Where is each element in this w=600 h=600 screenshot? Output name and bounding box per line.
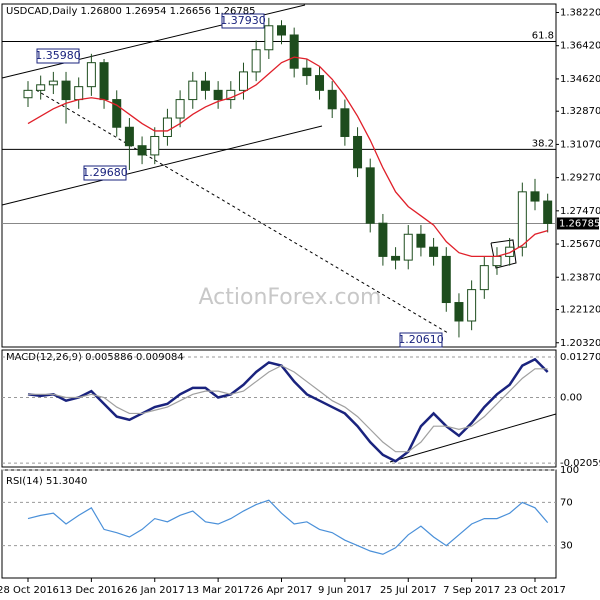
candle-body [74, 86, 84, 101]
candle-body [150, 135, 160, 156]
candle-body [112, 99, 122, 128]
trend-line [35, 89, 449, 334]
x-tick-label: 9 Jun 2017 [318, 585, 372, 596]
candle-body [543, 200, 553, 224]
annotation-label: 1.35980 [35, 49, 81, 62]
candle-body [530, 191, 540, 202]
candle-body [505, 246, 515, 257]
candle-body [517, 191, 527, 248]
rsi-title: RSI(14) 51.3040 [6, 476, 87, 487]
y-tick-label: 0.00 [560, 393, 582, 404]
y-tick-label: 1.34620 [560, 74, 600, 85]
last-price-label: 1.26785 [559, 218, 600, 229]
candle-body [277, 25, 286, 36]
candle-body [188, 80, 198, 101]
y-tick-label: 1.20320 [560, 338, 600, 349]
candle-body [340, 108, 350, 137]
candle-body [378, 222, 388, 257]
price-panel [1, 3, 557, 348]
candle-body [86, 62, 96, 88]
candle-body [454, 302, 464, 322]
annotation: 1.37930 [220, 13, 266, 29]
x-tick-label: 26 Apr 2017 [251, 585, 313, 596]
candle-body [467, 289, 477, 322]
y-tick-label: 1.29270 [560, 173, 600, 184]
candle-body [403, 233, 413, 261]
macd-panel [1, 349, 557, 468]
candle-body [200, 80, 210, 91]
level-label: 61.8 [532, 30, 554, 41]
x-tick-label: 25 Jul 2017 [380, 585, 437, 596]
indicator-line [27, 357, 549, 463]
annotation: 1.29680 [82, 165, 128, 181]
candle-body [175, 99, 185, 119]
moving-average [27, 56, 548, 258]
candle-body [327, 89, 337, 110]
y-tick-label: 1.22120 [560, 305, 600, 316]
candle-body [226, 89, 236, 101]
macd-trend-line [389, 413, 557, 463]
candle-body [238, 71, 248, 91]
y-tick-label: 1.23870 [560, 272, 600, 283]
candle-body [492, 255, 502, 267]
watermark: ActionForex.com [199, 285, 382, 310]
candle-body [99, 62, 109, 101]
candle-body [23, 89, 33, 99]
x-tick-label: 13 Mar 2017 [186, 585, 249, 596]
y-tick-label: 1.38220 [560, 7, 600, 18]
last-price-box [557, 217, 599, 230]
candle-body [416, 233, 426, 248]
candle-body [48, 80, 58, 86]
candle-body [365, 167, 375, 224]
candle-body [124, 126, 134, 147]
x-tick-label: 28 Oct 2016 [0, 585, 59, 596]
y-tick-label: -0.020599 [560, 458, 600, 469]
annotation-label: 1.20610 [398, 333, 444, 346]
annotation-label: 1.37930 [220, 14, 266, 27]
x-tick-label: 26 Jan 2017 [125, 585, 185, 596]
candle-body [302, 67, 312, 77]
y-tick-label: 30 [560, 541, 573, 552]
y-tick-label: 1.36420 [560, 41, 600, 52]
y-tick-label: 0.012707 [560, 352, 600, 363]
candle-body [353, 135, 363, 169]
level-label: 38.2 [532, 138, 554, 149]
x-tick-label: 13 Dec 2016 [59, 585, 123, 596]
candle-body [61, 80, 71, 101]
chart-title: USDCAD,Daily 1.26800 1.26954 1.26656 1.2… [6, 6, 256, 17]
y-tick-label: 1.31070 [560, 139, 600, 150]
candle-body [429, 246, 439, 257]
candle-body [289, 34, 299, 69]
annotation: 1.35980 [35, 48, 81, 64]
candle-body [441, 255, 451, 304]
candle-body [315, 75, 325, 91]
indicator-line [27, 499, 549, 555]
x-tick-label: 7 Sep 2017 [443, 585, 500, 596]
candle-body [251, 49, 261, 73]
candle-body [264, 25, 274, 51]
annotation: 1.20610 [398, 332, 444, 348]
candle-body [36, 84, 46, 91]
annotation-label: 1.29680 [82, 166, 128, 179]
candle-body [479, 265, 489, 291]
macd-title: MACD(12,26,9) 0.005886 0.009084 [6, 352, 184, 363]
indicator-line [28, 364, 548, 453]
y-tick-label: 1.27470 [560, 206, 600, 217]
y-tick-label: 1.25670 [560, 239, 600, 250]
candle-body [391, 255, 401, 261]
y-tick-label: 70 [560, 497, 573, 508]
y-tick-label: 100 [560, 465, 579, 476]
candle-body [162, 117, 172, 137]
candle-body [137, 145, 147, 156]
y-tick-label: 1.32870 [560, 106, 600, 117]
candle-body [213, 89, 223, 101]
channel-line [1, 125, 323, 206]
x-tick-label: 23 Oct 2017 [504, 585, 566, 596]
